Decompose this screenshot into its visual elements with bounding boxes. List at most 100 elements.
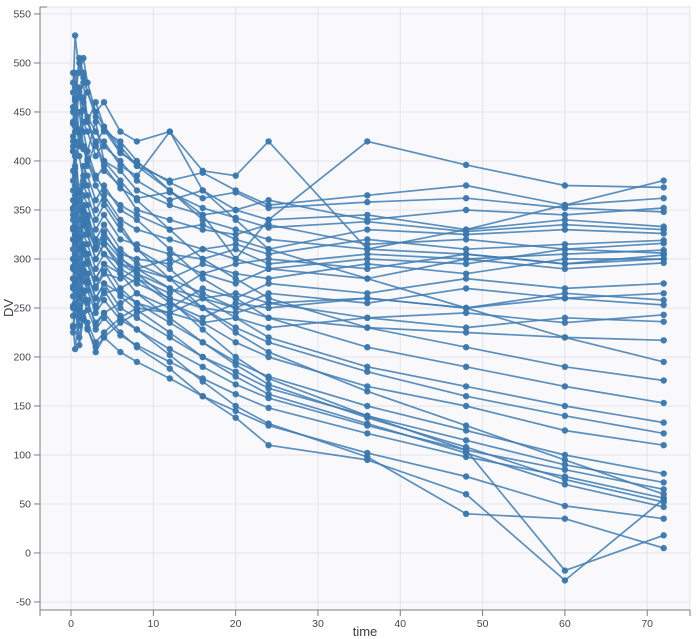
series-group: [69, 32, 667, 584]
data-point: [561, 290, 569, 297]
data-point: [561, 461, 569, 468]
data-point: [199, 314, 206, 321]
data-point: [660, 195, 667, 202]
data-point: [660, 419, 667, 426]
data-point: [462, 510, 470, 517]
data-point: [166, 128, 173, 135]
data-point: [199, 319, 206, 326]
y-tick-label: 200: [13, 351, 31, 363]
data-point: [660, 318, 667, 325]
data-point: [92, 216, 99, 223]
data-point: [462, 228, 470, 235]
data-point: [232, 214, 239, 221]
data-point: [265, 339, 272, 346]
data-point: [100, 211, 108, 219]
data-point: [166, 329, 173, 336]
data-point: [117, 221, 124, 228]
data-point: [364, 456, 371, 464]
data-point: [76, 59, 83, 67]
data-point: [133, 344, 141, 351]
data-point: [232, 189, 239, 196]
data-point: [166, 265, 173, 272]
data-point: [166, 226, 173, 233]
y-tick-label: 150: [13, 400, 31, 412]
data-point: [232, 290, 239, 297]
data-point: [364, 402, 371, 410]
data-point: [561, 211, 569, 219]
data-point: [364, 255, 371, 263]
data-point: [232, 280, 239, 287]
data-point: [364, 314, 371, 321]
data-point: [199, 285, 206, 292]
data-point: [100, 267, 108, 274]
y-tick-label: 300: [13, 253, 31, 265]
data-point: [100, 236, 108, 243]
data-point: [199, 304, 206, 312]
data-point: [133, 270, 141, 277]
data-point: [561, 451, 569, 459]
data-point: [232, 329, 239, 336]
data-point: [117, 329, 124, 336]
series-subject-39: [69, 97, 667, 216]
data-point: [462, 195, 470, 202]
data-point: [166, 260, 173, 268]
data-point: [199, 393, 206, 400]
data-point: [199, 187, 206, 194]
data-point: [462, 246, 470, 253]
data-point: [80, 241, 87, 248]
y-tick-label: 500: [13, 57, 31, 69]
data-point: [80, 267, 87, 274]
data-point: [92, 152, 99, 160]
data-point: [232, 270, 239, 277]
data-point: [364, 250, 371, 258]
data-point: [166, 250, 173, 258]
data-point: [133, 216, 141, 223]
data-point: [92, 108, 99, 116]
data-point: [133, 172, 141, 179]
data-point: [76, 306, 83, 314]
data-point: [71, 97, 79, 104]
data-point: [199, 255, 206, 263]
data-point: [364, 363, 371, 370]
data-point: [265, 334, 272, 341]
data-point: [92, 244, 99, 251]
data-point: [69, 69, 77, 77]
data-point: [133, 211, 141, 219]
data-point: [660, 515, 667, 522]
chart-root: 0 10 20 30 40 50 60 70 -50 0 50 100 150 200 250 300 350 4…: [13, 6, 691, 630]
data-point: [100, 309, 108, 317]
data-point: [133, 275, 141, 282]
x-tick-label: 40: [394, 618, 406, 630]
data-point: [84, 89, 91, 96]
data-point: [364, 275, 371, 282]
data-point: [92, 302, 99, 310]
data-point: [561, 456, 569, 464]
data-point: [660, 358, 667, 366]
data-point: [561, 285, 569, 292]
data-point: [92, 322, 99, 329]
data-point: [660, 240, 667, 247]
data-point: [133, 206, 141, 214]
data-point: [69, 224, 77, 231]
data-point: [232, 361, 239, 368]
data-point: [76, 54, 83, 62]
data-point: [364, 260, 371, 268]
data-point: [166, 345, 173, 353]
data-point: [166, 358, 173, 366]
x-tick-label: 50: [477, 618, 489, 630]
data-point: [199, 363, 206, 370]
data-point: [232, 206, 239, 214]
data-point: [265, 280, 272, 287]
data-point: [364, 295, 371, 302]
data-point: [84, 296, 91, 304]
data-point: [133, 306, 141, 314]
data-point: [462, 422, 470, 429]
data-point: [69, 120, 77, 127]
data-point: [71, 165, 79, 172]
data-point: [100, 182, 108, 189]
data-point: [166, 319, 173, 326]
data-point: [69, 302, 77, 310]
data-point: [117, 253, 124, 261]
data-point: [133, 138, 141, 145]
y-tick-label: 550: [13, 8, 31, 20]
